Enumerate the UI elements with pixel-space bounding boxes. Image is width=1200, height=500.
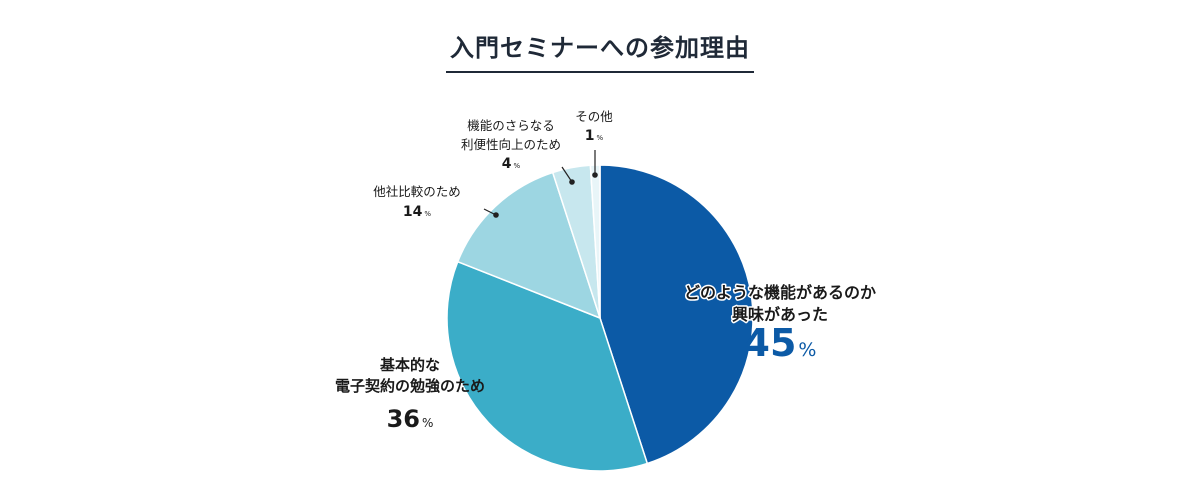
slice-2-label-line-2: 電子契約の勉強のため xyxy=(335,377,485,395)
slice-1-label-line-1: どのような機能があるのか xyxy=(684,283,876,302)
slice-5-value-unit: % xyxy=(597,134,604,142)
slice-4-label-line-1: 機能のさらなる xyxy=(467,118,555,133)
slice-5-label-line-1: その他 xyxy=(575,109,613,124)
slice-3-value-label: 14% xyxy=(403,204,431,220)
slice-2-value-number: 36 xyxy=(387,405,420,433)
slice-3-label-line-1: 他社比較のため xyxy=(373,184,461,199)
slice-1-value-label: 45% xyxy=(744,321,817,365)
slice-5-value-label: 1% xyxy=(585,128,604,144)
slice-2-value-label: 36% xyxy=(387,405,434,433)
leader-dot-3 xyxy=(493,212,499,218)
slice-4-value-label: 4% xyxy=(502,156,521,172)
slice-3-value-number: 14 xyxy=(403,204,423,220)
chart-title: 入門セミナーへの参加理由 xyxy=(446,28,754,73)
title-container: 入門セミナーへの参加理由 xyxy=(0,28,1200,73)
slice-3-value-unit: % xyxy=(424,210,431,218)
slice-1-label-line-2: 興味があった xyxy=(732,305,828,324)
slice-1-value-unit: % xyxy=(798,339,816,361)
slice-4-value-unit: % xyxy=(514,162,521,170)
slice-4-value-number: 4 xyxy=(502,156,512,172)
pie-slices xyxy=(446,164,754,472)
leader-lines xyxy=(483,150,598,218)
slice-1-value-number: 45 xyxy=(744,321,797,365)
leader-line-4 xyxy=(561,166,573,183)
slice-2-value-unit: % xyxy=(422,416,433,430)
pie-slice-2 xyxy=(446,260,649,472)
leader-dot-5 xyxy=(592,172,598,178)
slice-5-value-number: 1 xyxy=(585,128,595,144)
slice-4-label-line-2: 利便性向上のため xyxy=(461,137,561,152)
pie-slice-1 xyxy=(599,164,754,465)
slice-2-label-line-1: 基本的な xyxy=(379,356,440,374)
leader-dot-4 xyxy=(569,179,575,185)
